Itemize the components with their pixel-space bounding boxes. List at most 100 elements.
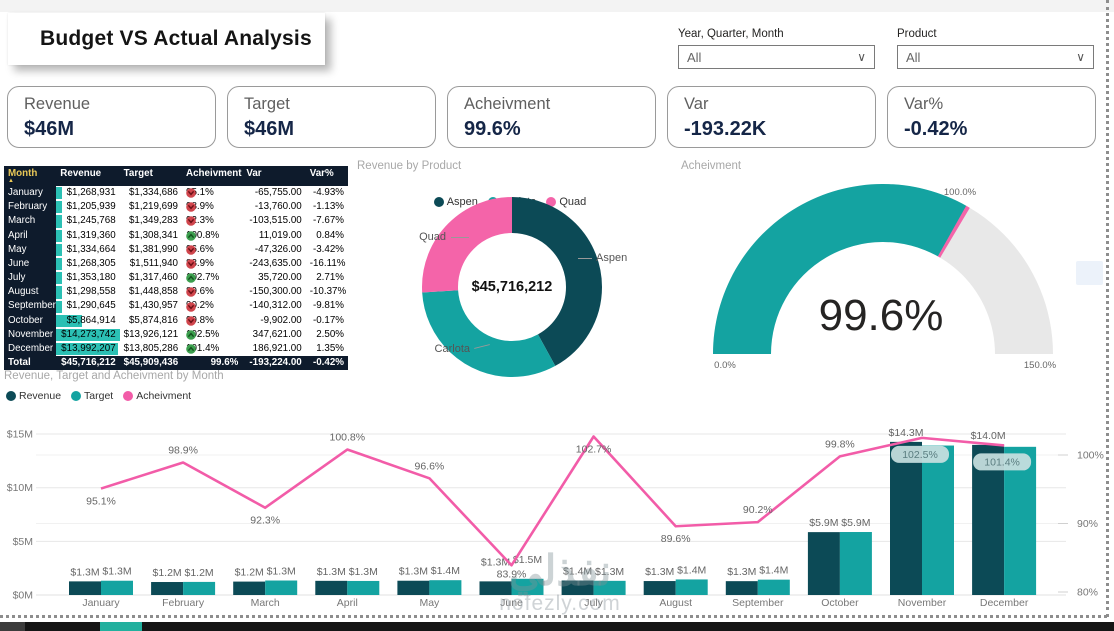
- target-bar[interactable]: [757, 579, 790, 595]
- target-bar[interactable]: [511, 578, 544, 595]
- table-row[interactable]: May $1,334,664 $1,381,990 96.6% -47,326.00 -3…: [4, 242, 348, 257]
- revenue-bar[interactable]: [233, 581, 266, 595]
- revenue-bar[interactable]: [561, 580, 594, 595]
- acheivment-line[interactable]: [100, 435, 1005, 567]
- target-bar[interactable]: [922, 445, 954, 595]
- revenue-bar[interactable]: [479, 581, 512, 595]
- table-row[interactable]: January $1,268,931 $1,334,686 95.1% -65,755.…: [4, 186, 348, 201]
- revenue-bar[interactable]: [69, 581, 101, 595]
- kpi-card[interactable]: Revenue $46M: [7, 86, 216, 148]
- legend-item-aspen[interactable]: Aspen: [433, 196, 478, 208]
- column-header-acheivment[interactable]: Acheivment: [182, 166, 243, 186]
- legend-item-target[interactable]: Target: [71, 390, 113, 402]
- video-progress-bar[interactable]: [0, 622, 1114, 631]
- kpi-card[interactable]: Var -193.22K: [667, 86, 876, 148]
- legend-dot-icon: [123, 391, 134, 401]
- gauge-target-marker: [937, 205, 970, 258]
- column-header-var[interactable]: Var%: [305, 166, 348, 186]
- scrollbar-thumb[interactable]: [1076, 261, 1103, 285]
- target-bar[interactable]: [429, 580, 462, 595]
- target-bar[interactable]: [101, 580, 133, 595]
- x-axis-month-label: July: [584, 597, 603, 609]
- cell-acheivment: 100.8%: [182, 228, 243, 243]
- column-header-revenue[interactable]: Revenue: [56, 166, 120, 186]
- acheivment-point-label: 102.5%: [902, 449, 938, 461]
- table-row[interactable]: September $1,290,645 $1,430,957 90.2% -140,3…: [4, 299, 348, 314]
- target-bar[interactable]: [265, 580, 298, 595]
- donut-slice-carlota[interactable]: [422, 197, 602, 377]
- x-axis-month-label: March: [251, 597, 280, 609]
- target-bar[interactable]: [1004, 446, 1037, 595]
- table-row[interactable]: March $1,245,768 $1,349,283 92.3% -103,515.0…: [4, 214, 348, 229]
- filter-value: All: [906, 49, 921, 65]
- revenue-data-bar: [56, 286, 63, 299]
- target-bar[interactable]: [839, 532, 872, 595]
- legend-item-revenue[interactable]: Revenue: [6, 390, 61, 402]
- table-row[interactable]: February $1,205,939 $1,219,699 98.9% -13,760…: [4, 200, 348, 215]
- gauge-title: Acheivment: [681, 160, 742, 172]
- target-bar[interactable]: [183, 581, 216, 595]
- revenue-data-bar: [56, 300, 62, 313]
- target-bar[interactable]: [347, 580, 380, 595]
- target-bar[interactable]: [675, 579, 708, 595]
- revenue-bar[interactable]: [725, 581, 758, 595]
- legend-item-acheivment[interactable]: Acheivment: [123, 390, 191, 402]
- filter-dropdown[interactable]: All ∨: [678, 45, 875, 69]
- combo-legend: Revenue Target Acheivment: [6, 390, 201, 402]
- x-axis-month-label: May: [419, 597, 440, 609]
- x-axis-month-label: September: [732, 597, 784, 609]
- filter-dropdown[interactable]: All ∨: [897, 45, 1094, 69]
- revenue-bar[interactable]: [151, 582, 184, 595]
- table-row[interactable]: December $13,992,207 $13,805,286 101.4% 186,…: [4, 342, 348, 357]
- cell-revenue: $1,268,305: [56, 256, 120, 272]
- legend-dot-icon: [6, 391, 16, 401]
- cell-revenue: $1,245,768: [56, 214, 120, 229]
- table-row[interactable]: August $1,298,558 $1,448,858 89.6% -150,300.…: [4, 285, 348, 300]
- kpi-label: Var%: [904, 95, 944, 113]
- cell-target: $1,308,341: [119, 228, 183, 243]
- column-header-month[interactable]: Month ▲: [4, 166, 57, 186]
- kpi-card[interactable]: Acheivment 99.6%: [447, 86, 656, 148]
- cell-revenue: $1,290,645: [56, 299, 120, 314]
- green-up-indicator-icon: [186, 330, 196, 340]
- kpi-card[interactable]: Target $46M: [227, 86, 436, 148]
- target-bar[interactable]: [593, 580, 626, 595]
- table-row[interactable]: April $1,319,360 $1,308,341 100.8% 11,019.00…: [4, 228, 348, 243]
- acheivment-gauge[interactable]: 99.6% 0.0% 150.0% 100.0%: [690, 168, 1102, 374]
- cell-var: -103,515.00: [242, 214, 306, 229]
- monthly-table[interactable]: Month ▲ Revenue Target Acheivment Var Var% Janu…: [4, 166, 348, 371]
- x-axis-month-label: October: [821, 597, 859, 609]
- revenue-data-bar: [56, 272, 63, 285]
- column-header-target[interactable]: Target: [119, 166, 183, 186]
- x-axis-month-label: January: [82, 597, 120, 609]
- legend-item-quad[interactable]: Quad: [546, 196, 586, 208]
- gauge-fill-arc[interactable]: [713, 183, 967, 354]
- revenue-bar[interactable]: [397, 580, 430, 595]
- revenue-bar[interactable]: [315, 580, 348, 595]
- cell-month: May: [4, 242, 57, 257]
- cell-month: December: [4, 342, 57, 357]
- target-bar-label: $1.2M: [185, 567, 214, 579]
- cell-month: January: [4, 186, 57, 201]
- page-dotted-border-bottom: [0, 615, 1107, 618]
- donut-slice-quad[interactable]: [422, 197, 602, 377]
- cell-target: $1,349,283: [119, 214, 183, 229]
- cell-target: $1,511,940: [119, 256, 183, 272]
- revenue-bar[interactable]: [807, 532, 840, 595]
- table-row[interactable]: July $1,353,180 $1,317,460 102.7% 35,720.00 2…: [4, 271, 348, 286]
- table-row[interactable]: November $14,273,742 $13,926,121 102.5% 347,…: [4, 327, 348, 343]
- acheivment-point-label: 95.1%: [86, 496, 116, 508]
- kpi-card[interactable]: Var% -0.42%: [887, 86, 1096, 148]
- table-row[interactable]: October $5,864,914 $5,874,816 99.8% -9,902.0…: [4, 313, 348, 328]
- revenue-bar[interactable]: [643, 581, 676, 595]
- chevron-down-icon: ∨: [1076, 50, 1085, 64]
- target-bar-label: $5.9M: [841, 517, 870, 529]
- red-down-indicator-icon: [186, 202, 196, 213]
- table-row[interactable]: June $1,268,305 $1,511,940 83.9% -243,635.00…: [4, 256, 348, 272]
- cell-month: November: [4, 327, 57, 343]
- title-card: Budget VS Actual Analysis: [8, 13, 325, 65]
- column-header-var[interactable]: Var: [242, 166, 306, 186]
- revenue-bar[interactable]: [890, 441, 922, 595]
- revenue-by-product-donut[interactable]: [350, 162, 680, 377]
